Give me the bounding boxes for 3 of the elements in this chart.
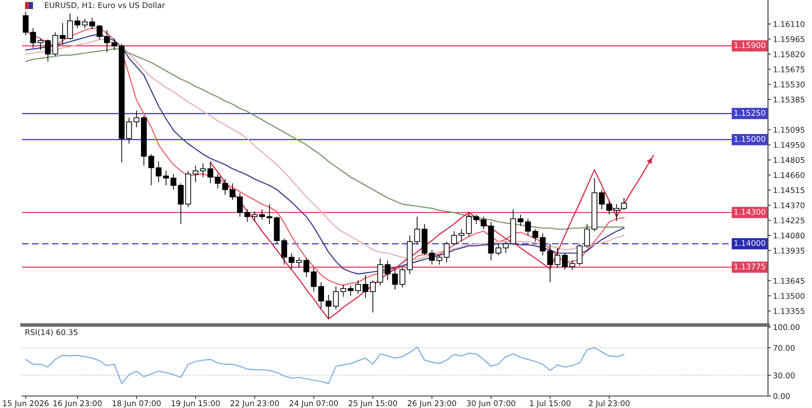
line-series	[25, 346, 625, 384]
line-series	[210, 154, 654, 320]
line-series	[25, 48, 625, 230]
